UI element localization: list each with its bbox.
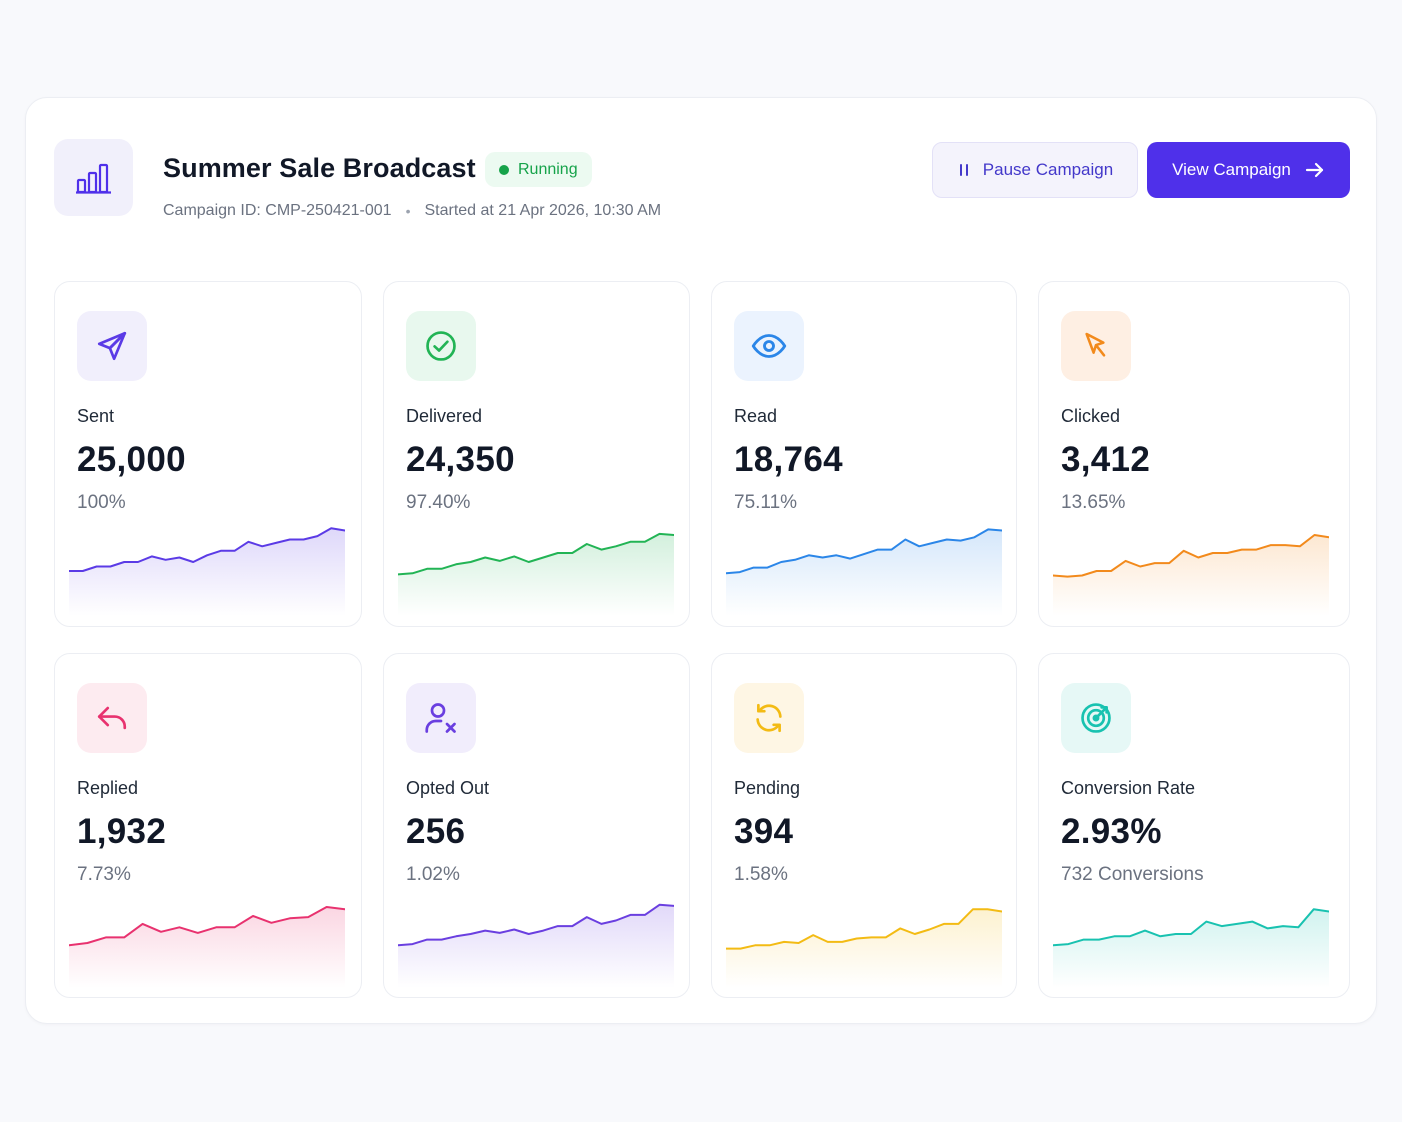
- eye-icon: [734, 311, 804, 381]
- sparkline-line: [69, 528, 345, 571]
- sparkline-area: [1053, 909, 1329, 988]
- bar-chart-icon: [54, 139, 133, 216]
- metric-percent: 13.65%: [1061, 492, 1126, 513]
- sparkline-area: [398, 904, 674, 988]
- sent-trend-sparkline: [69, 520, 345, 616]
- sparkline-line: [1053, 909, 1329, 945]
- metric-card-pending[interactable]: Pending 394 1.58%: [711, 653, 1017, 998]
- sparkline-line: [398, 905, 674, 946]
- metric-percent: 1.58%: [734, 864, 788, 885]
- sparkline-line: [1053, 535, 1329, 577]
- metric-label: Sent: [77, 406, 115, 426]
- metric-card-delivered[interactable]: Delivered 24,350 97.40%: [383, 281, 690, 627]
- sparkline-area: [69, 907, 345, 988]
- metric-percent: 100%: [77, 492, 126, 513]
- send-icon: [77, 311, 147, 381]
- sparkline-line: [69, 907, 345, 945]
- refresh-icon: [734, 683, 804, 753]
- check-circle-icon: [406, 311, 476, 381]
- metric-label: Replied: [77, 778, 139, 798]
- campaign-meta: Campaign ID: CMP-250421-001 • Started at…: [163, 202, 661, 220]
- cursor-icon: [1061, 311, 1131, 381]
- sparkline-line: [726, 529, 1002, 573]
- metric-card-sent[interactable]: Sent 25,000 100%: [54, 281, 362, 627]
- view-campaign-button[interactable]: View Campaign: [1147, 142, 1350, 198]
- campaign-id: Campaign ID: CMP-250421-001: [163, 202, 392, 219]
- metric-value: 24,350: [406, 440, 515, 479]
- metric-label: Conversion Rate: [1061, 778, 1196, 798]
- sparkline-area: [1053, 535, 1329, 616]
- clicked-trend-sparkline: [1053, 520, 1329, 616]
- conversion-trend-sparkline: [1053, 892, 1329, 988]
- status-text: Running: [518, 160, 578, 178]
- metric-value: 25,000: [77, 440, 186, 479]
- campaign-title: Summer Sale Broadcast: [163, 153, 476, 183]
- campaign-start-time: Started at 21 Apr 2026, 10:30 AM: [424, 202, 662, 219]
- metric-label: Read: [734, 406, 778, 426]
- metric-card-read[interactable]: Read 18,764 75.11%: [711, 281, 1017, 627]
- reply-icon: [77, 683, 147, 753]
- metric-value: 18,764: [734, 440, 843, 479]
- sparkline-line: [726, 909, 1002, 948]
- pause-campaign-button[interactable]: Pause Campaign: [932, 142, 1138, 198]
- metric-label: Delivered: [406, 406, 483, 426]
- metric-card-conversion-rate[interactable]: Conversion Rate 2.93% 732 Conversions: [1038, 653, 1350, 998]
- pause-campaign-label: Pause Campaign: [982, 160, 1114, 179]
- metric-value: 1,932: [77, 812, 167, 851]
- target-icon: [1061, 683, 1131, 753]
- replied-trend-sparkline: [69, 892, 345, 988]
- metric-value: 256: [406, 812, 466, 851]
- pending-trend-sparkline: [726, 892, 1002, 988]
- sparkline-area: [726, 529, 1002, 616]
- pause-icon: [959, 164, 968, 176]
- metric-label: Pending: [734, 778, 801, 798]
- metric-value: 394: [734, 812, 794, 851]
- metric-percent: 1.02%: [406, 864, 460, 885]
- metric-label: Clicked: [1061, 406, 1121, 426]
- metric-conversions: 732 Conversions: [1061, 864, 1204, 885]
- metric-percent: 97.40%: [406, 492, 471, 513]
- metric-card-clicked[interactable]: Clicked 3,412 13.65%: [1038, 281, 1350, 627]
- sparkline-line: [398, 534, 674, 575]
- user-x-icon: [406, 683, 476, 753]
- opted-out-trend-sparkline: [398, 892, 674, 988]
- read-trend-sparkline: [726, 520, 1002, 616]
- sparkline-area: [69, 528, 345, 616]
- metric-value: 3,412: [1061, 440, 1151, 479]
- metric-card-opted-out[interactable]: Opted Out 256 1.02%: [383, 653, 690, 998]
- status-dot-icon: [499, 164, 509, 175]
- status-badge: Running: [485, 152, 592, 187]
- metric-card-replied[interactable]: Replied 1,932 7.73%: [54, 653, 362, 998]
- delivered-trend-sparkline: [398, 520, 674, 616]
- meta-separator: •: [405, 203, 411, 219]
- metrics-grid: Sent 25,000 100% Delivered 24,350 97.40%…: [54, 281, 1350, 998]
- arrow-right-icon: [1305, 162, 1323, 178]
- sparkline-area: [398, 533, 674, 616]
- metric-percent: 7.73%: [77, 864, 131, 885]
- metric-percent: 75.11%: [734, 492, 798, 513]
- campaign-panel: Summer Sale Broadcast Running Campaign I…: [25, 97, 1377, 1024]
- metric-label: Opted Out: [406, 778, 490, 798]
- metric-value: 2.93%: [1061, 812, 1162, 851]
- view-campaign-label: View Campaign: [1172, 160, 1291, 179]
